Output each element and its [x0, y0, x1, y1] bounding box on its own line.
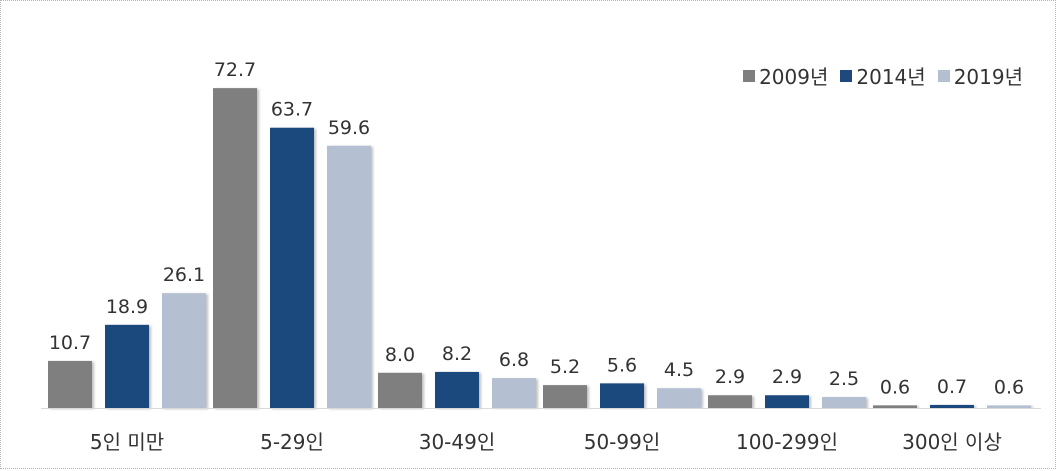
value-label-3-1: 5.6	[607, 354, 637, 376]
value-label-3-2: 4.5	[664, 359, 694, 381]
legend-swatch-2019	[937, 69, 950, 82]
bar-0-1	[105, 324, 149, 408]
legend-swatch-2014	[840, 69, 853, 82]
category-label-4: 100-299인	[736, 430, 838, 454]
legend-label-2019: 2019년	[953, 65, 1023, 89]
legend-item-2019: 2019년	[937, 61, 1023, 90]
value-label-2-0: 8.0	[385, 344, 415, 366]
value-label-2-2: 6.8	[499, 349, 529, 371]
legend-swatch-2009	[743, 69, 756, 82]
bar-1-2	[327, 145, 371, 408]
bar-5-0	[873, 405, 917, 408]
bar-2-1	[435, 371, 479, 408]
bar-2-0	[378, 372, 422, 408]
category-label-5: 300인 이상	[902, 430, 1002, 454]
value-label-5-1: 0.7	[937, 376, 967, 398]
bar-4-2	[822, 397, 866, 408]
bar-5-2	[987, 405, 1031, 408]
legend-label-2009: 2009년	[759, 65, 829, 89]
value-label-1-0: 72.7	[214, 59, 256, 81]
legend-item-2014: 2014년	[840, 61, 926, 90]
value-label-2-1: 8.2	[442, 343, 472, 365]
legend-item-2009: 2009년	[743, 61, 828, 90]
category-label-2: 30-49인	[419, 430, 496, 454]
category-labels-group: 5인 미만 5-29인 30-49인 50-99인 100-299인 300인 이상	[90, 430, 1002, 454]
value-label-1-1: 63.7	[271, 99, 313, 121]
value-label-0-1: 18.9	[106, 296, 148, 318]
category-label-1: 5-29인	[260, 430, 324, 454]
value-label-0-2: 26.1	[163, 264, 205, 286]
bar-3-0	[543, 385, 587, 408]
legend: 2009년 2014년 2019년	[743, 61, 1023, 90]
legend-label-2014: 2014년	[856, 65, 926, 89]
bar-1-0	[213, 88, 257, 409]
category-label-0: 5인 미만	[90, 430, 164, 454]
bar-0-2	[162, 293, 206, 408]
value-label-4-2: 2.5	[829, 368, 859, 390]
bar-5-1	[930, 404, 974, 408]
value-label-4-1: 2.9	[772, 366, 802, 388]
value-label-1-2: 59.6	[328, 117, 370, 139]
bar-2-2	[492, 378, 536, 408]
bars-group	[48, 88, 1031, 409]
bar-1-1	[270, 127, 314, 408]
category-label-3: 50-99인	[584, 430, 661, 454]
value-labels-group: 10.7 18.9 26.1 72.7 63.7 59.6 8.0 8.2 6.8 5.2 5.6 4…	[49, 59, 1024, 398]
bar-4-1	[765, 395, 809, 408]
bar-3-2	[657, 388, 701, 408]
value-label-5-2: 0.6	[994, 376, 1024, 398]
value-label-3-0: 5.2	[550, 356, 580, 378]
value-label-0-0: 10.7	[49, 332, 91, 354]
value-label-5-0: 0.6	[880, 376, 910, 398]
value-label-4-0: 2.9	[715, 366, 745, 388]
bar-0-0	[48, 360, 92, 408]
bar-3-1	[600, 383, 644, 408]
bar-4-0	[708, 395, 752, 408]
